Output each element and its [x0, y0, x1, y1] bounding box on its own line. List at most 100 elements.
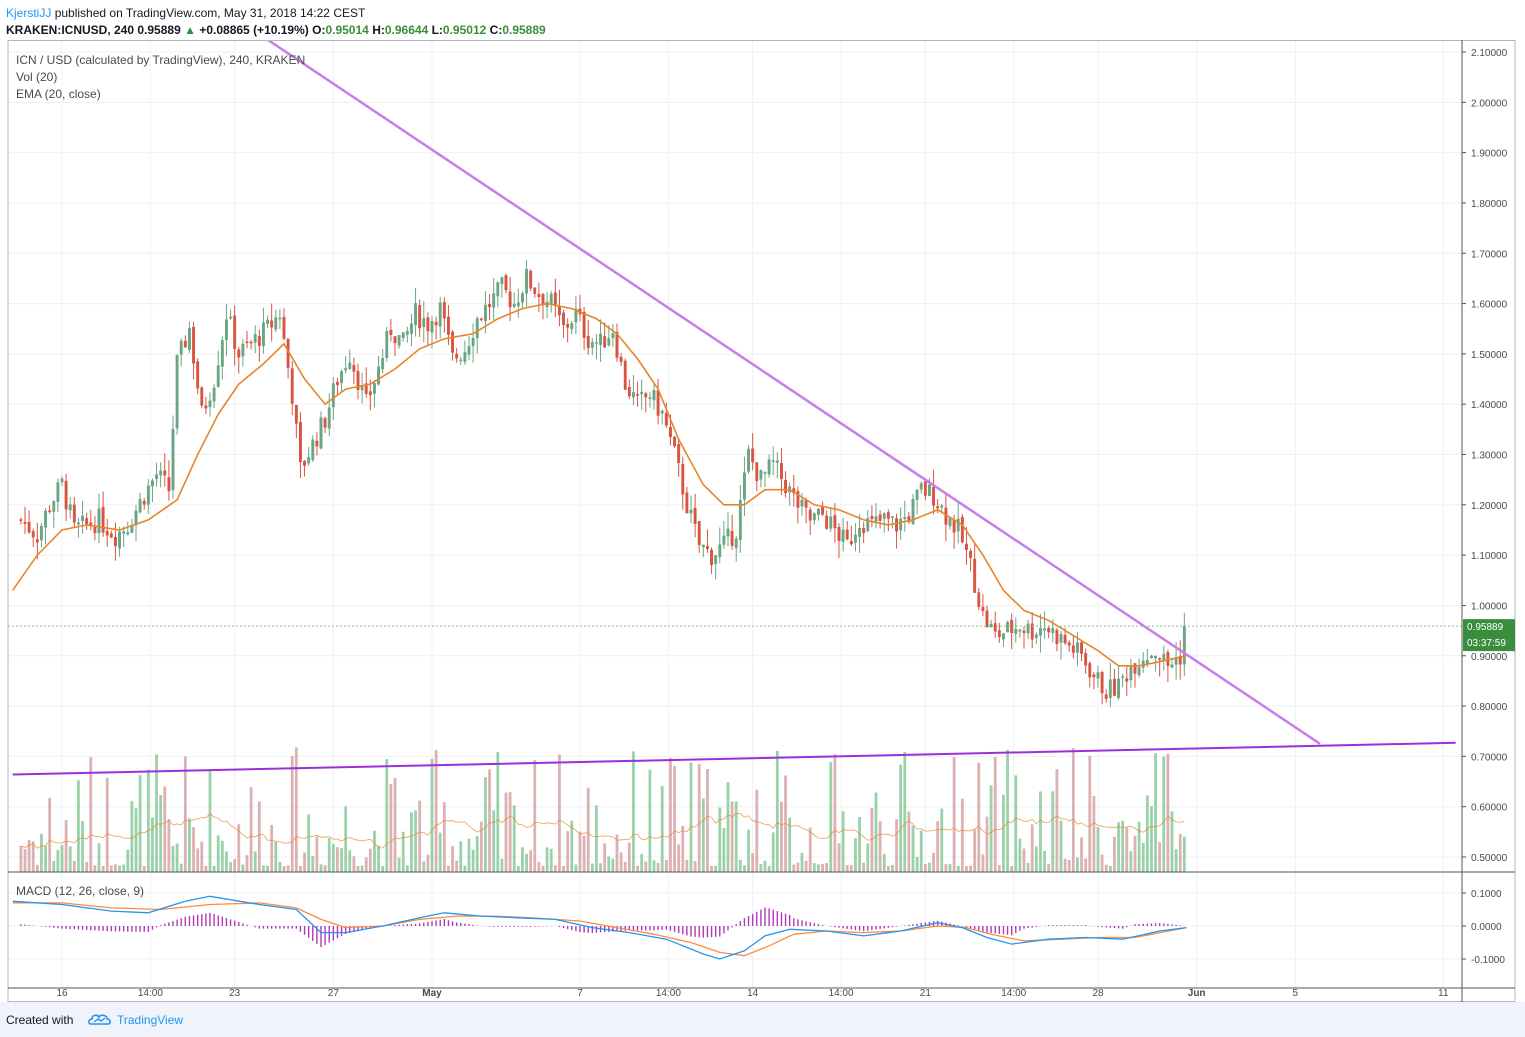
candle-body: [414, 303, 418, 326]
volume-bar: [31, 841, 35, 872]
y-tick-label: 0.70000: [1471, 752, 1508, 763]
volume-bar: [981, 854, 985, 872]
volume-bar: [541, 865, 545, 872]
volume-bar: [299, 865, 302, 872]
macd-legend[interactable]: MACD (12, 26, close, 9): [16, 884, 144, 898]
y-tick-label: 0.80000: [1471, 702, 1508, 713]
volume-bar: [808, 827, 812, 872]
volume-bar: [286, 865, 290, 872]
volume-bar: [607, 856, 611, 872]
candle-body: [1137, 666, 1141, 676]
candle-body: [35, 539, 39, 543]
candle-body: [1129, 665, 1133, 681]
volume-bar: [455, 860, 459, 872]
volume-bar: [23, 849, 27, 872]
open-value: 0.95014: [325, 23, 369, 37]
candle-body: [829, 516, 833, 529]
x-tick-label: 5: [1293, 988, 1299, 999]
volume-bar: [1014, 775, 1018, 872]
candle-body: [483, 304, 487, 322]
volume-bar: [270, 824, 274, 872]
volume-bar: [1026, 862, 1030, 872]
volume-bar: [1022, 848, 1026, 872]
volume-bar: [319, 864, 323, 872]
vol-legend[interactable]: Vol (20): [16, 70, 57, 84]
volume-bar: [151, 817, 154, 872]
candle-body: [171, 429, 175, 491]
volume-bar: [545, 847, 549, 872]
volume-bar: [434, 750, 438, 872]
volume-bar: [422, 861, 426, 872]
volume-bar: [159, 795, 163, 872]
volume-bar: [1182, 836, 1186, 872]
volume-bar: [558, 754, 561, 872]
footer: Created with TradingView: [0, 1002, 1525, 1037]
candle-body: [220, 340, 224, 367]
candle-body: [816, 508, 820, 515]
candle-body: [241, 343, 245, 357]
candle-body: [870, 515, 874, 519]
candle-body: [677, 444, 681, 464]
volume-bar: [718, 807, 722, 872]
candle-body: [603, 336, 607, 348]
volume-bar: [566, 831, 570, 872]
volume-bar: [44, 845, 47, 872]
volume-bar: [225, 851, 228, 872]
candle-body: [1063, 634, 1067, 644]
candle-body: [446, 316, 450, 335]
volume-bar: [188, 818, 191, 872]
candle-body: [1100, 672, 1104, 694]
main-legend[interactable]: ICN / USD (calculated by TradingView), 2…: [16, 53, 305, 67]
candle-body: [1059, 634, 1063, 643]
volume-bar: [685, 859, 689, 872]
candle-body: [1034, 634, 1038, 639]
volume-bar: [743, 865, 746, 872]
candle-body: [1067, 642, 1071, 646]
candle-body: [216, 365, 220, 388]
tradingview-cloud-icon[interactable]: [88, 1011, 112, 1027]
candle-body: [368, 391, 372, 396]
candle-body: [212, 387, 216, 402]
published-text: published on TradingView.com, May 31, 20…: [54, 6, 366, 20]
x-tick-label: 28: [1092, 988, 1104, 999]
chart-canvas[interactable]: 16 14:00 23 27 May 7 14:00 14 14:00 21 14:00 28 Jun 5…: [0, 40, 1525, 1002]
candle-body: [1133, 663, 1137, 674]
author-link[interactable]: KjerstiJJ: [6, 6, 52, 20]
candle-body: [586, 335, 590, 349]
volume-bar: [401, 831, 405, 872]
candle-body: [196, 361, 200, 389]
ema-legend[interactable]: EMA (20, close): [16, 87, 101, 101]
volume-bar: [969, 865, 972, 872]
volume-bar: [841, 811, 845, 872]
volume-bar: [965, 865, 968, 872]
candle-body: [274, 317, 278, 330]
tradingview-brand-link[interactable]: TradingView: [117, 1013, 184, 1027]
candle-body: [640, 391, 644, 395]
candle-body: [516, 302, 520, 307]
volume-bar: [414, 810, 417, 872]
volume-bar: [562, 865, 565, 872]
volume-bar: [817, 864, 820, 872]
candle-body: [862, 528, 866, 534]
candle-body: [1158, 658, 1162, 660]
candle-body: [237, 349, 241, 358]
candle-body: [1084, 653, 1088, 666]
candle-body: [500, 277, 504, 285]
candle-body: [903, 516, 907, 519]
volume-bar: [1174, 849, 1178, 872]
created-with-text: Created with: [6, 1013, 74, 1027]
candle-body: [146, 485, 150, 505]
volume-bar: [788, 817, 792, 872]
candle-body: [599, 333, 603, 345]
volume-bar: [1043, 851, 1046, 872]
candle-body: [298, 421, 302, 462]
candle-body: [76, 522, 80, 525]
candle-body: [397, 335, 401, 346]
volume-bar: [1158, 842, 1162, 872]
chart-header: KjerstiJJ published on TradingView.com, …: [0, 0, 1525, 40]
volume-bar: [327, 837, 331, 872]
volume-bar: [35, 864, 39, 872]
volume-bar: [1092, 796, 1096, 872]
candle-body: [767, 459, 771, 475]
candle-body: [927, 484, 931, 497]
